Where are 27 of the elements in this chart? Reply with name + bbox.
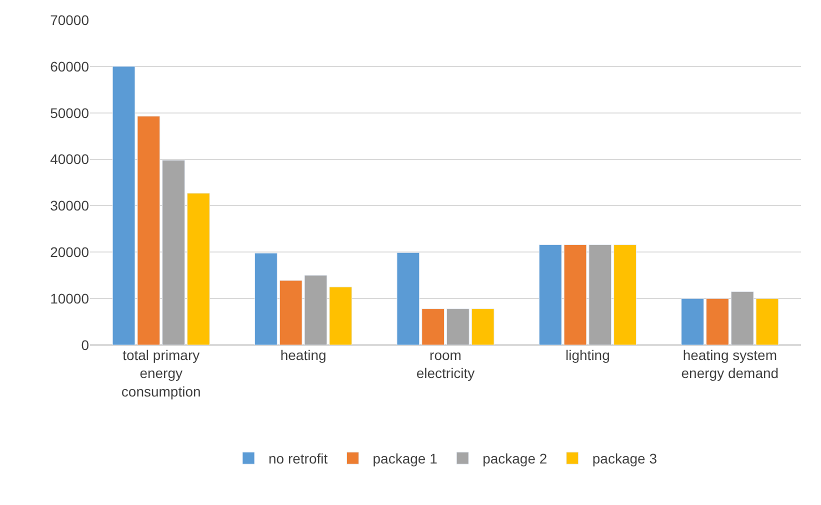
y-tick-label: 60000: [50, 58, 90, 74]
legend-label: package 2: [482, 450, 548, 467]
bar: [706, 298, 729, 345]
y-tick-label: 70000: [50, 12, 90, 28]
x-tick-label: total primary energy consumption: [121, 347, 201, 400]
y-tick-label: 30000: [50, 198, 90, 214]
y-tick-label: 20000: [50, 244, 90, 260]
bar: [614, 244, 636, 345]
bar: [681, 298, 704, 345]
legend-label: package 3: [592, 450, 658, 467]
y-tick-label: 50000: [50, 104, 90, 121]
bar: [471, 308, 494, 345]
x-tick-label: heating system energy demand: [681, 347, 779, 382]
bar: [446, 308, 470, 345]
y-tick-label: 0: [81, 336, 90, 353]
legend-label: package 1: [372, 450, 438, 467]
bar: [254, 252, 278, 345]
bar: [422, 308, 445, 345]
bar: [396, 252, 420, 345]
y-tick-label: 10000: [50, 290, 90, 306]
x-tick-label: heating: [280, 347, 326, 363]
legend-label: no retrofit: [268, 450, 328, 467]
bar: [186, 192, 210, 345]
y-tick-label: 40000: [50, 151, 90, 168]
bar: [162, 160, 185, 345]
x-tick-label: room electricity: [416, 347, 475, 382]
x-tick-label: lighting: [566, 347, 610, 363]
